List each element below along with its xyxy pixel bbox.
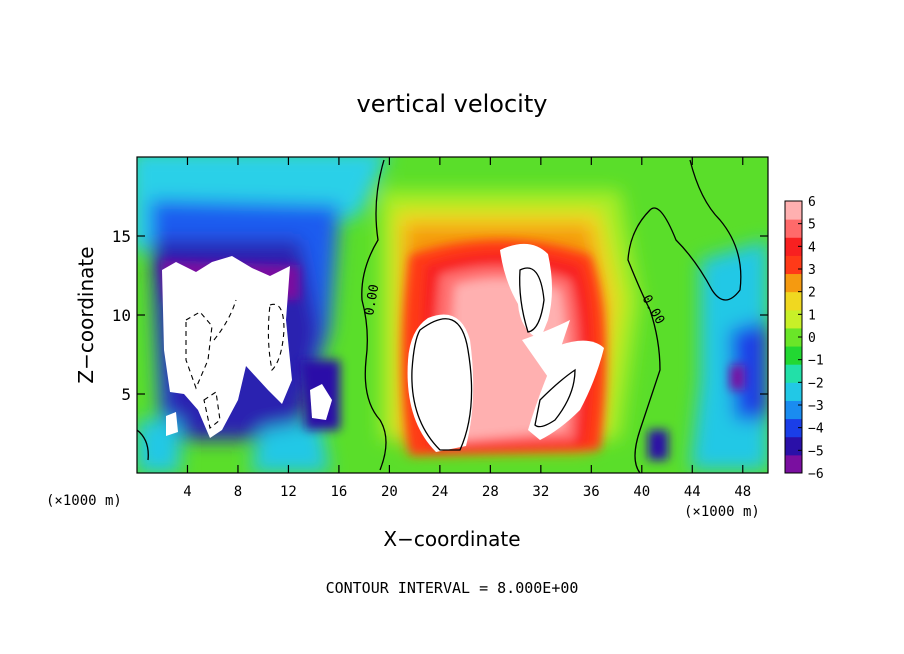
x-tick-label: 28 [482,484,499,500]
x-tick-label: 44 [684,484,701,500]
colorbar-tick-label: −1 [808,354,824,369]
x-axis-ticks: 4 8 12 16 20 24 28 32 36 40 44 48 [183,157,751,500]
colorbar-swatch [785,255,802,275]
x-axis-label: X−coordinate [383,527,520,551]
colorbar-swatch [785,454,802,474]
x-tick-label: 16 [330,484,347,500]
colorbar-swatch [785,364,802,383]
colorbar: 6 5 4 3 2 1 0 −1 −2 −3 −4 −5 −6 [784,195,824,482]
x-tick-label: 32 [532,484,549,500]
x-tick-label: 4 [183,484,191,500]
colorbar-swatch [785,418,802,438]
colorbar-swatch [785,291,802,311]
x-tick-label: 48 [734,484,751,500]
colorbar-swatch [785,309,802,329]
colorbar-tick-label: −3 [808,399,824,414]
colorbar-tick-label: 1 [808,308,816,323]
colorbar-swatch [785,436,802,456]
x-tick-label: 24 [431,484,448,500]
colorbar-swatch [785,237,802,256]
colorbar-tick-label: 5 [808,218,816,233]
colorbar-tick-label: 2 [808,286,816,301]
colorbar-tick-label: 3 [808,263,816,278]
y-tick-label: 5 [121,385,131,404]
x-tick-label: 20 [381,484,398,500]
colorbar-swatch [785,201,802,220]
colorbar-swatch [785,273,802,293]
colorbar-tick-label: 4 [808,240,816,255]
y-axis-ticks: 5 10 15 [112,227,768,404]
x-units-left: (×1000 m) [46,493,122,509]
colorbar-tick-label: −6 [808,467,824,482]
colorbar-tick-label: −4 [808,422,824,437]
x-tick-label: 8 [234,484,242,500]
x-tick-label: 36 [583,484,600,500]
colorbar-tick-label: 6 [808,195,816,210]
y-tick-label: 15 [112,227,131,246]
colorbar-swatch [785,400,802,420]
x-units-right: (×1000 m) [684,504,760,520]
heatmap-field [137,157,768,473]
contour-label-left: 0.00 [362,283,382,316]
colorbar-tick-label: −2 [808,376,824,391]
x-tick-label: 12 [280,484,297,500]
x-tick-label: 40 [633,484,650,500]
colorbar-tick-label: 0 [808,331,816,346]
contour-interval-note: CONTOUR INTERVAL = 8.000E+00 [326,579,579,597]
y-tick-label: 10 [112,306,131,325]
colorbar-swatch [785,382,802,401]
colorbar-swatch [785,219,802,238]
y-axis-label: Z−coordinate [74,246,98,383]
colorbar-tick-label: −5 [808,444,824,459]
chart-title: vertical velocity [357,90,548,118]
colorbar-swatch [785,346,802,365]
colorbar-swatch [785,327,802,347]
